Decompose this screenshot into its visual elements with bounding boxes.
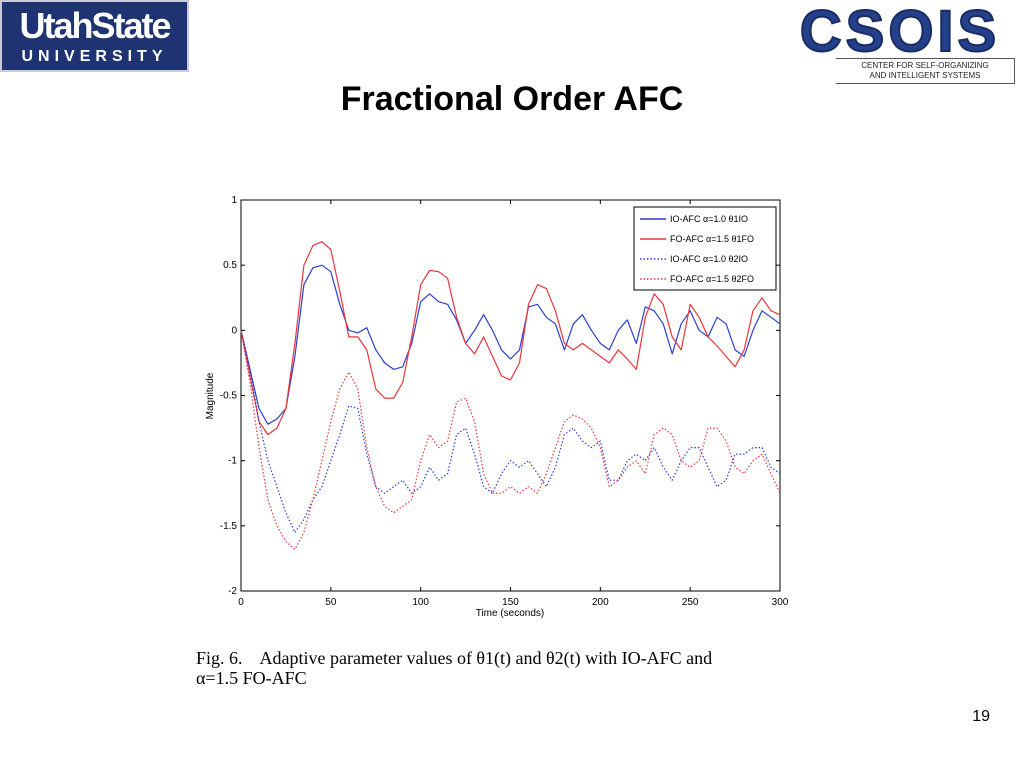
y-tick-label: -1.5: [220, 521, 238, 532]
series-line-3: [240, 330, 781, 534]
csois-logo: CSOIS CENTER FOR SELF-ORGANIZING AND INT…: [784, 0, 1016, 86]
caption-line1: Adaptive parameter values of θ1(t) and θ…: [259, 648, 713, 668]
csois-logo-line1: CENTER FOR SELF-ORGANIZING: [861, 61, 989, 70]
x-tick-label: 300: [772, 597, 789, 608]
y-axis-label: Magnitude: [205, 372, 216, 419]
y-tick-label: 0: [231, 325, 237, 336]
x-tick-label: 0: [238, 597, 244, 608]
x-tick-label: 50: [325, 597, 337, 608]
legend-entry-label: FO-AFC α=1.5 θ1FO: [670, 234, 754, 244]
csois-logo-line2: AND INTELLIGENT SYSTEMS: [869, 71, 981, 80]
y-tick-label: -0.5: [220, 391, 238, 402]
csois-logo-word: CSOIS: [799, 0, 1001, 64]
y-tick-label: 1: [231, 195, 237, 206]
x-tick-label: 150: [502, 597, 519, 608]
series-line-1: [240, 264, 781, 425]
y-tick-label: -1: [228, 456, 237, 467]
csois-logo-subtitle: CENTER FOR SELF-ORGANIZING AND INTELLIGE…: [836, 58, 1015, 84]
legend-box: [633, 206, 777, 291]
legend-entry-label: FO-AFC α=1.5 θ2FO: [670, 274, 754, 284]
caption-line2: α=1.5 FO-AFC: [196, 668, 307, 688]
y-tick-label: 0.5: [223, 260, 237, 271]
utah-state-university-logo: UtahState UNIVERSITY: [0, 0, 189, 72]
x-tick-label: 250: [682, 597, 699, 608]
legend-entry-label: IO-AFC α=1.0 θ1IO: [670, 214, 748, 224]
y-tick-label: -2: [228, 586, 237, 597]
x-axis-label: Time (seconds): [476, 608, 545, 619]
legend-entry-label: IO-AFC α=1.0 θ2IO: [670, 254, 748, 264]
logo-usu-line1: UtahState: [19, 5, 171, 46]
x-tick-label: 100: [412, 597, 429, 608]
series-line-2: [240, 241, 781, 436]
figure-caption: Fig. 6. Adaptive parameter values of θ1(…: [196, 648, 810, 688]
caption-prefix: Fig. 6.: [196, 648, 243, 668]
page-number: 19: [972, 708, 990, 725]
x-tick-label: 200: [592, 597, 609, 608]
slide-title: Fractional Order AFC: [340, 80, 684, 118]
logo-usu-line2: UNIVERSITY: [21, 48, 168, 65]
